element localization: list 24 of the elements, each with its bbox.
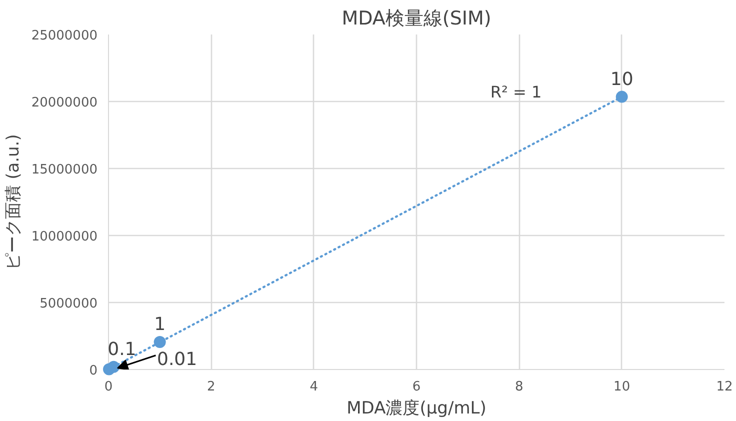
x-tick-label: 10	[614, 380, 630, 394]
annotation: 1	[154, 314, 166, 336]
annotation: 10	[610, 68, 634, 90]
y-tick-label: 20000000	[31, 96, 98, 110]
point	[616, 90, 628, 103]
x-tick-label: 6	[412, 380, 421, 394]
point	[108, 360, 120, 373]
y-tick-label: 5000000	[40, 296, 98, 312]
x-tick-label: 0	[104, 380, 113, 394]
annotation: 0.01	[157, 349, 198, 370]
x-tick-label: 2	[207, 380, 216, 394]
x-tick-label: 4	[310, 380, 318, 394]
point	[154, 336, 166, 348]
y-tick-label: 10000000	[31, 230, 98, 244]
annotation: 0.1	[108, 338, 136, 360]
x-tick-label: 12	[716, 380, 733, 394]
y-axis-title: ピーク面積 (a.u.)	[3, 134, 24, 270]
chart-title: MDA検量線(SIM)	[342, 8, 492, 30]
annotation: R² = 1	[490, 82, 542, 102]
x-tick-label: 8	[515, 380, 524, 394]
y-tick-label: 0	[89, 364, 98, 378]
y-tick-label: 25000000	[31, 28, 98, 44]
y-tick-label: 15000000	[31, 162, 98, 178]
x-axis-title: MDA濃度(μg/mL)	[346, 398, 486, 418]
